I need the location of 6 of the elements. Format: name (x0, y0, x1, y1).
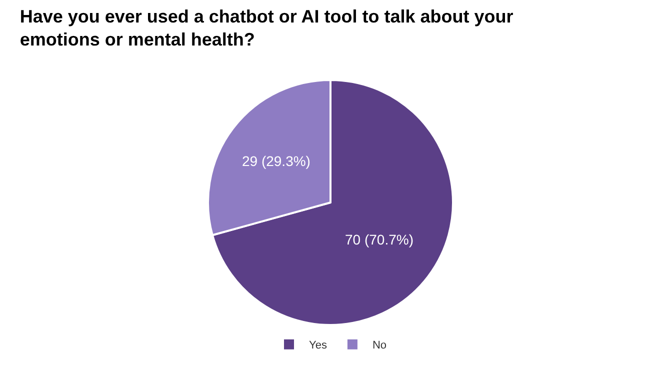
legend-label: No (372, 340, 387, 352)
pie-slice (211, 79, 454, 326)
data-label: 29 (29.3%) (242, 153, 310, 170)
chart-title: Have you ever used a chatbot or AI tool to talk about your emotions or mental health? (20, 6, 514, 50)
legend-label: Yes (309, 340, 328, 352)
data-label: 70 (70.7%) (345, 232, 414, 248)
